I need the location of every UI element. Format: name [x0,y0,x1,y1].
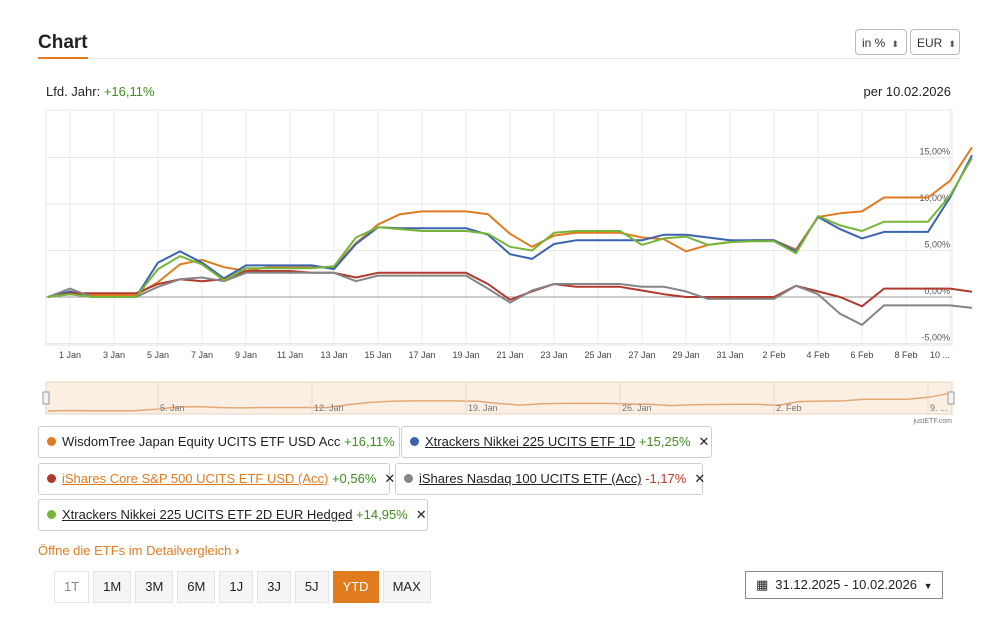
navigator-label: 12. Jan [314,403,344,413]
detail-compare-label: Öffne die ETFs im Detailvergleich [38,543,232,558]
period-button-6m[interactable]: 6M [177,571,216,603]
x-tick-label: 17 Jan [408,350,435,360]
legend-change: +14,95% [352,507,408,522]
legend-name[interactable]: Xtrackers Nikkei 225 UCITS ETF 1D [425,434,636,449]
plot-area [45,109,953,346]
currency-select-value: EUR [917,36,943,50]
performance-line-chart[interactable]: 15,00% 10,00% 5,00% 0,00% -5,00% 1 Jan 3 Jan 5 … [0,0,1000,380]
series-color-dot [47,437,56,446]
x-tick-label: 3 Jan [103,350,125,360]
title-underline [38,57,88,59]
legend-change: +15,25% [635,434,691,449]
chevron-right-icon: › [235,543,240,558]
y-tick-label: -5,00% [921,333,950,343]
legend-change: -1,17% [641,471,687,486]
legend-item[interactable]: Xtrackers Nikkei 225 UCITS ETF 1D +15,25… [401,426,712,458]
unit-select-value: in % [862,36,886,50]
title-divider [38,58,960,59]
x-tick-label: 23 Jan [540,350,567,360]
x-tick-label: 13 Jan [320,350,347,360]
calendar-icon: ▦ [756,577,769,592]
legend-item[interactable]: iShares Core S&P 500 UCITS ETF USD (Acc)… [38,463,395,495]
legend-change: +16,11% [340,434,395,449]
legend-change: +0,56% [328,471,377,486]
navigator-label: 5. Jan [160,403,185,413]
period-button-1j[interactable]: 1J [219,571,254,603]
y-tick-label: 10,00% [919,193,950,203]
period-button-1t: 1T [54,571,90,603]
currency-select[interactable]: EUR ⬍ [910,29,960,55]
navigator-label: 9. ... [930,403,948,413]
remove-icon[interactable]: ✕ [694,471,706,486]
x-tick-label: 8 Feb [894,350,917,360]
period-button-5j[interactable]: 5J [294,571,329,603]
y-tick-label: 5,00% [924,240,950,250]
series-line-5 [47,157,973,298]
unit-select[interactable]: in % ⬍ [855,29,907,55]
series-color-dot [47,474,56,483]
period-button-ytd[interactable]: YTD [332,571,379,603]
navigator-line [47,392,951,412]
navigator-label: 26. Jan [622,403,652,413]
updown-chevron-icon: ⬍ [891,39,899,49]
period-button-1m[interactable]: 1M [93,571,132,603]
date-range-picker[interactable]: ▦ 31.12.2025 - 10.02.2026 ▼ [745,571,943,599]
detail-compare-link[interactable]: Öffne die ETFs im Detailvergleich › [38,543,239,558]
period-button-3m[interactable]: 3M [135,571,174,603]
x-tick-label: 10 ... [930,350,950,360]
x-tick-label: 21 Jan [496,350,523,360]
legend-name[interactable]: Xtrackers Nikkei 225 UCITS ETF 2D EUR He… [62,507,353,522]
chart-credit: justETF.com [912,418,952,425]
x-tick-label: 27 Jan [628,350,655,360]
legend-item[interactable]: WisdomTree Japan Equity UCITS ETF USD Ac… [38,426,400,458]
period-button-3j[interactable]: 3J [257,571,291,603]
remove-icon[interactable]: ✕ [384,471,396,486]
series-line-4 [47,271,973,326]
series-color-dot [410,437,419,446]
navigator-label: 2. Feb [776,403,802,413]
ytd-value: +16,11% [103,84,155,99]
ytd-summary: Lfd. Jahr: +16,11% [46,84,155,99]
navigator-label: 19. Jan [468,403,498,413]
remove-icon[interactable]: ✕ [415,507,427,522]
legend-name: WisdomTree Japan Equity UCITS ETF USD Ac… [62,434,341,449]
ytd-label: Lfd. Jahr: [46,84,101,99]
range-navigator[interactable]: 5. Jan 12. Jan 19. Jan 26. Jan 2. Feb 9. ... j… [0,378,1000,428]
period-selector: 1T 1M 3M 6M 1J 3J 5J YTD MAX [54,571,435,603]
date-range-value: 31.12.2025 - 10.02.2026 [775,577,917,592]
x-tick-label: 2 Feb [762,350,785,360]
navigator-left-handle[interactable] [42,391,50,405]
legend-item[interactable]: Xtrackers Nikkei 225 UCITS ETF 2D EUR He… [38,499,428,531]
legend-name[interactable]: iShares Nasdaq 100 UCITS ETF (Acc) [419,471,642,486]
caret-down-icon: ▼ [923,581,933,591]
x-tick-label: 6 Feb [850,350,873,360]
x-tick-label: 31 Jan [716,350,743,360]
chart-title: Chart [38,32,88,53]
y-tick-label: 15,00% [919,147,950,157]
x-tick-label: 9 Jan [235,350,257,360]
period-button-max[interactable]: MAX [382,571,431,603]
x-tick-label: 15 Jan [364,350,391,360]
y-tick-label: 0,00% [924,286,950,296]
legend-name[interactable]: iShares Core S&P 500 UCITS ETF USD (Acc) [62,471,329,486]
navigator-selection [45,381,953,415]
updown-chevron-icon: ⬍ [948,39,956,49]
x-tick-label: 29 Jan [672,350,699,360]
x-tick-label: 4 Feb [806,350,829,360]
x-tick-label: 19 Jan [452,350,479,360]
series-line-3 [47,270,973,308]
series-color-dot [404,474,413,483]
x-tick-label: 11 Jan [277,350,303,360]
x-tick-label: 5 Jan [147,350,169,360]
series-color-dot [47,510,56,519]
remove-icon[interactable]: ✕ [698,434,710,449]
x-tick-label: 1 Jan [59,350,81,360]
x-tick-label: 25 Jan [584,350,611,360]
legend-item[interactable]: iShares Nasdaq 100 UCITS ETF (Acc) -1,17… [395,463,706,495]
x-tick-label: 7 Jan [191,350,213,360]
navigator-right-handle[interactable] [947,391,955,405]
per-date: per 10.02.2026 [863,84,951,99]
